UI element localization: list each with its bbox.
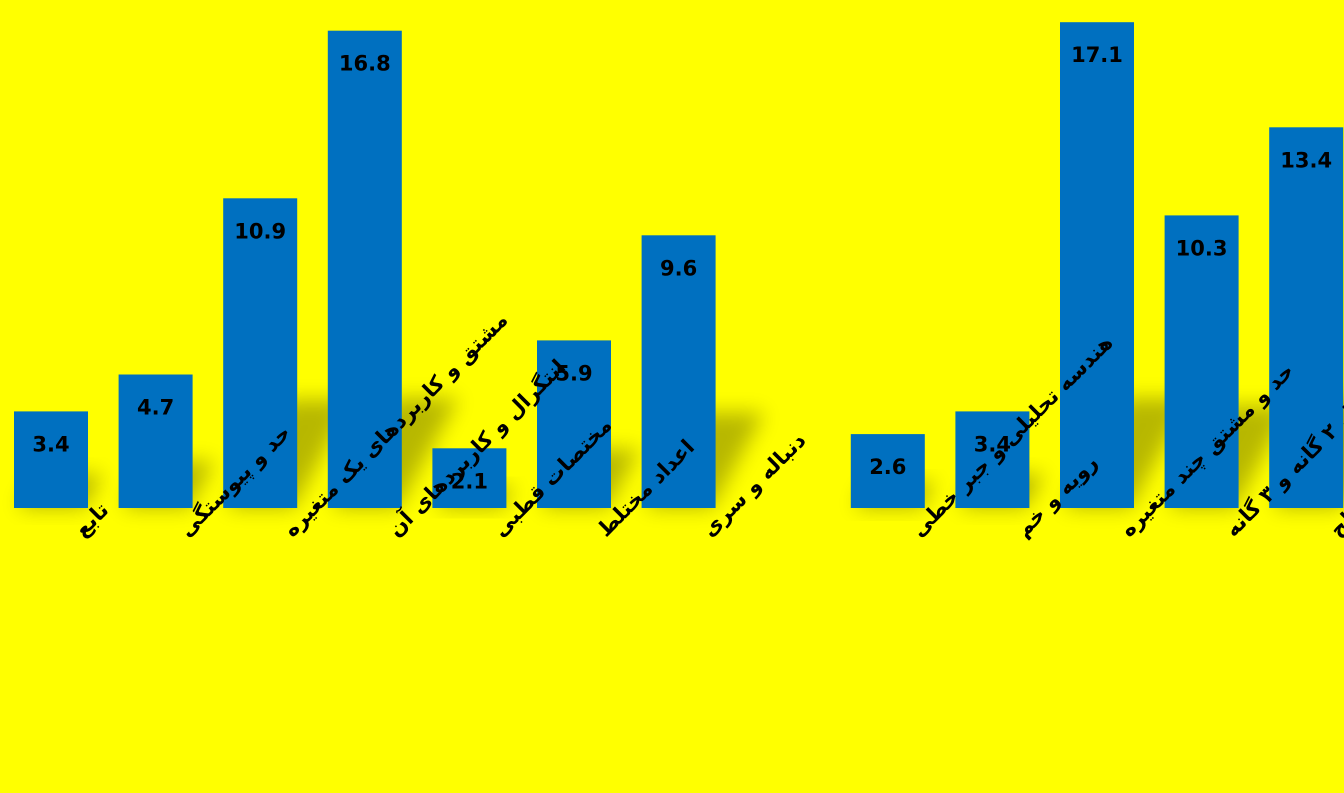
bar-value-label: 17.1: [1071, 43, 1123, 67]
bar: [1164, 215, 1239, 508]
bar-value-label: 9.6: [660, 256, 697, 280]
bar: [118, 374, 193, 508]
bar: [1060, 22, 1134, 508]
bar: [850, 434, 925, 508]
bars-layer: [14, 22, 1344, 509]
bar-value-label: 16.8: [339, 52, 391, 76]
bar: [223, 198, 298, 509]
bar: [955, 411, 1030, 508]
bar: [327, 30, 402, 508]
bar-value-label: 2.6: [869, 455, 906, 479]
bar: [14, 411, 88, 508]
bar-value-label: 3.4: [974, 432, 1011, 456]
bar: [537, 340, 611, 508]
bar-value-label: 2.1: [451, 469, 488, 493]
bar-value-label: 4.7: [137, 396, 174, 420]
bar-value-label: 3.4: [32, 432, 69, 456]
bar: [1269, 127, 1344, 509]
bar: [432, 448, 507, 508]
value-labels-layer: 3.4 4.7 10.9 16.8 2.1 5.9 9.6 2.6 3.4 17.1 10.3 13.…: [32, 43, 1332, 493]
bar-value-label: 5.9: [555, 361, 592, 385]
bar-value-label: 13.4: [1280, 148, 1332, 172]
bar: [641, 235, 716, 509]
bar-value-label: 10.9: [234, 219, 286, 243]
bar-value-label: 10.3: [1176, 236, 1228, 260]
